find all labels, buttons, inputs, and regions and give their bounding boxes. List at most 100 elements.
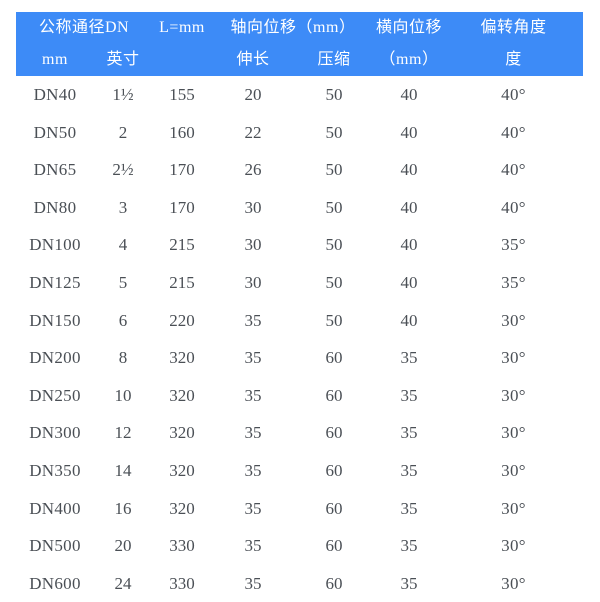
- cell-angle: 30°: [501, 573, 526, 593]
- cell-inch: 10: [114, 385, 132, 405]
- table-row: DN150 6 220 35 50 40 30°: [16, 302, 583, 340]
- cell-angle: 40°: [501, 160, 526, 180]
- table-row: DN50 2 160 22 50 40 40°: [16, 114, 583, 152]
- cell-angle: 35°: [501, 235, 526, 255]
- header-unit-degree: 度: [444, 44, 583, 76]
- cell-nominal-diameter: DN350: [29, 460, 81, 480]
- cell-nominal-diameter: DN250: [29, 385, 81, 405]
- cell-length: 160: [169, 122, 195, 142]
- cell-length: 320: [169, 348, 195, 368]
- cell-lateral: 35: [400, 348, 418, 368]
- cell-length: 320: [169, 385, 195, 405]
- table-row: DN100 4 215 30 50 40 35°: [16, 226, 583, 264]
- cell-length: 320: [169, 498, 195, 518]
- cell-compression: 60: [325, 423, 343, 443]
- cell-length: 330: [169, 536, 195, 556]
- table-row: DN40 1½ 155 20 50 40 40°: [16, 76, 583, 114]
- cell-nominal-diameter: DN125: [29, 272, 81, 292]
- cell-lateral: 40: [400, 122, 418, 142]
- cell-lateral: 40: [400, 85, 418, 104]
- cell-nominal-diameter: DN40: [33, 85, 77, 104]
- table-row: DN350 14 320 35 60 35 30°: [16, 452, 583, 490]
- table-row: DN500 20 330 35 60 35 30°: [16, 527, 583, 565]
- cell-compression: 50: [325, 85, 343, 104]
- cell-compression: 60: [325, 573, 343, 593]
- cell-extension: 35: [244, 536, 262, 556]
- cell-length: 320: [169, 460, 195, 480]
- cell-compression: 50: [325, 197, 343, 217]
- cell-nominal-diameter: DN500: [29, 536, 81, 556]
- cell-inch: 24: [114, 573, 132, 593]
- cell-angle: 30°: [501, 385, 526, 405]
- cell-lateral: 35: [400, 423, 418, 443]
- header-unit-compression: 压缩: [294, 44, 374, 76]
- header-nominal-diameter: 公称通径DN: [16, 12, 152, 44]
- cell-inch: 6: [118, 310, 128, 330]
- cell-compression: 60: [325, 536, 343, 556]
- cell-extension: 35: [244, 423, 262, 443]
- cell-inch: 3: [118, 197, 128, 217]
- cell-length: 155: [169, 85, 195, 104]
- cell-nominal-diameter: DN50: [33, 122, 77, 142]
- cell-extension: 35: [244, 573, 262, 593]
- cell-angle: 40°: [501, 197, 526, 217]
- cell-extension: 30: [244, 197, 262, 217]
- cell-angle: 40°: [501, 85, 526, 104]
- cell-inch: 16: [114, 498, 132, 518]
- cell-nominal-diameter: DN300: [29, 423, 81, 443]
- cell-angle: 30°: [501, 423, 526, 443]
- header-row-primary: 公称通径DN L=mm 轴向位移（mm） 横向位移 偏转角度: [16, 12, 583, 44]
- table-header: 公称通径DN L=mm 轴向位移（mm） 横向位移 偏转角度 mm 英寸 伸长 …: [16, 12, 583, 76]
- cell-nominal-diameter: DN65: [33, 160, 77, 180]
- header-unit-inch: 英寸: [94, 44, 152, 76]
- cell-extension: 35: [244, 460, 262, 480]
- cell-inch: 5: [118, 272, 128, 292]
- cell-extension: 30: [244, 272, 262, 292]
- cell-inch: 8: [118, 348, 128, 368]
- header-length: L=mm: [152, 12, 212, 44]
- table-row: DN300 12 320 35 60 35 30°: [16, 414, 583, 452]
- table-row: DN400 16 320 35 60 35 30°: [16, 490, 583, 528]
- cell-length: 215: [169, 272, 195, 292]
- cell-inch: 2: [118, 122, 128, 142]
- cell-extension: 20: [244, 85, 262, 104]
- cell-compression: 50: [325, 235, 343, 255]
- cell-lateral: 40: [400, 197, 418, 217]
- table-row: DN65 2½ 170 26 50 40 40°: [16, 151, 583, 189]
- cell-inch: 20: [114, 536, 132, 556]
- cell-nominal-diameter: DN100: [29, 235, 81, 255]
- cell-lateral: 40: [400, 272, 418, 292]
- cell-lateral: 40: [400, 310, 418, 330]
- header-deflection-angle: 偏转角度: [444, 12, 583, 44]
- cell-lateral: 35: [400, 385, 418, 405]
- cell-lateral: 40: [400, 160, 418, 180]
- cell-angle: 40°: [501, 122, 526, 142]
- cell-nominal-diameter: DN80: [33, 197, 77, 217]
- table-row: DN600 24 330 35 60 35 30°: [16, 565, 583, 602]
- cell-extension: 26: [244, 160, 262, 180]
- header-row-secondary: mm 英寸 伸长 压缩 （mm） 度: [16, 44, 583, 76]
- cell-lateral: 35: [400, 498, 418, 518]
- pipe-specification-table: 公称通径DN L=mm 轴向位移（mm） 横向位移 偏转角度 mm 英寸 伸长 …: [16, 12, 583, 602]
- cell-lateral: 35: [400, 573, 418, 593]
- table-row: DN250 10 320 35 60 35 30°: [16, 377, 583, 415]
- header-unit-extension: 伸长: [212, 44, 294, 76]
- table-row: DN80 3 170 30 50 40 40°: [16, 189, 583, 227]
- cell-extension: 35: [244, 310, 262, 330]
- table-body: DN40 1½ 155 20 50 40 40° DN50 2 160 22 50 40 40° DN65 2…: [16, 76, 583, 602]
- cell-compression: 60: [325, 385, 343, 405]
- table-row: DN125 5 215 30 50 40 35°: [16, 264, 583, 302]
- cell-compression: 50: [325, 160, 343, 180]
- cell-extension: 22: [244, 122, 262, 142]
- cell-inch: 14: [114, 460, 132, 480]
- cell-lateral: 35: [400, 536, 418, 556]
- header-unit-mm: mm: [16, 44, 94, 76]
- cell-nominal-diameter: DN600: [29, 573, 81, 593]
- cell-extension: 30: [244, 235, 262, 255]
- cell-length: 215: [169, 235, 195, 255]
- cell-angle: 30°: [501, 310, 526, 330]
- cell-compression: 60: [325, 498, 343, 518]
- cell-length: 320: [169, 423, 195, 443]
- cell-angle: 30°: [501, 498, 526, 518]
- header-lateral-displacement: 横向位移: [374, 12, 444, 44]
